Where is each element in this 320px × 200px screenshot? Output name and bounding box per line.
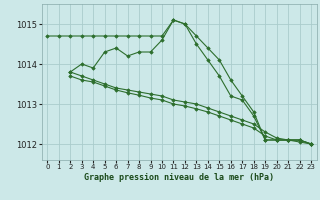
X-axis label: Graphe pression niveau de la mer (hPa): Graphe pression niveau de la mer (hPa) <box>84 173 274 182</box>
